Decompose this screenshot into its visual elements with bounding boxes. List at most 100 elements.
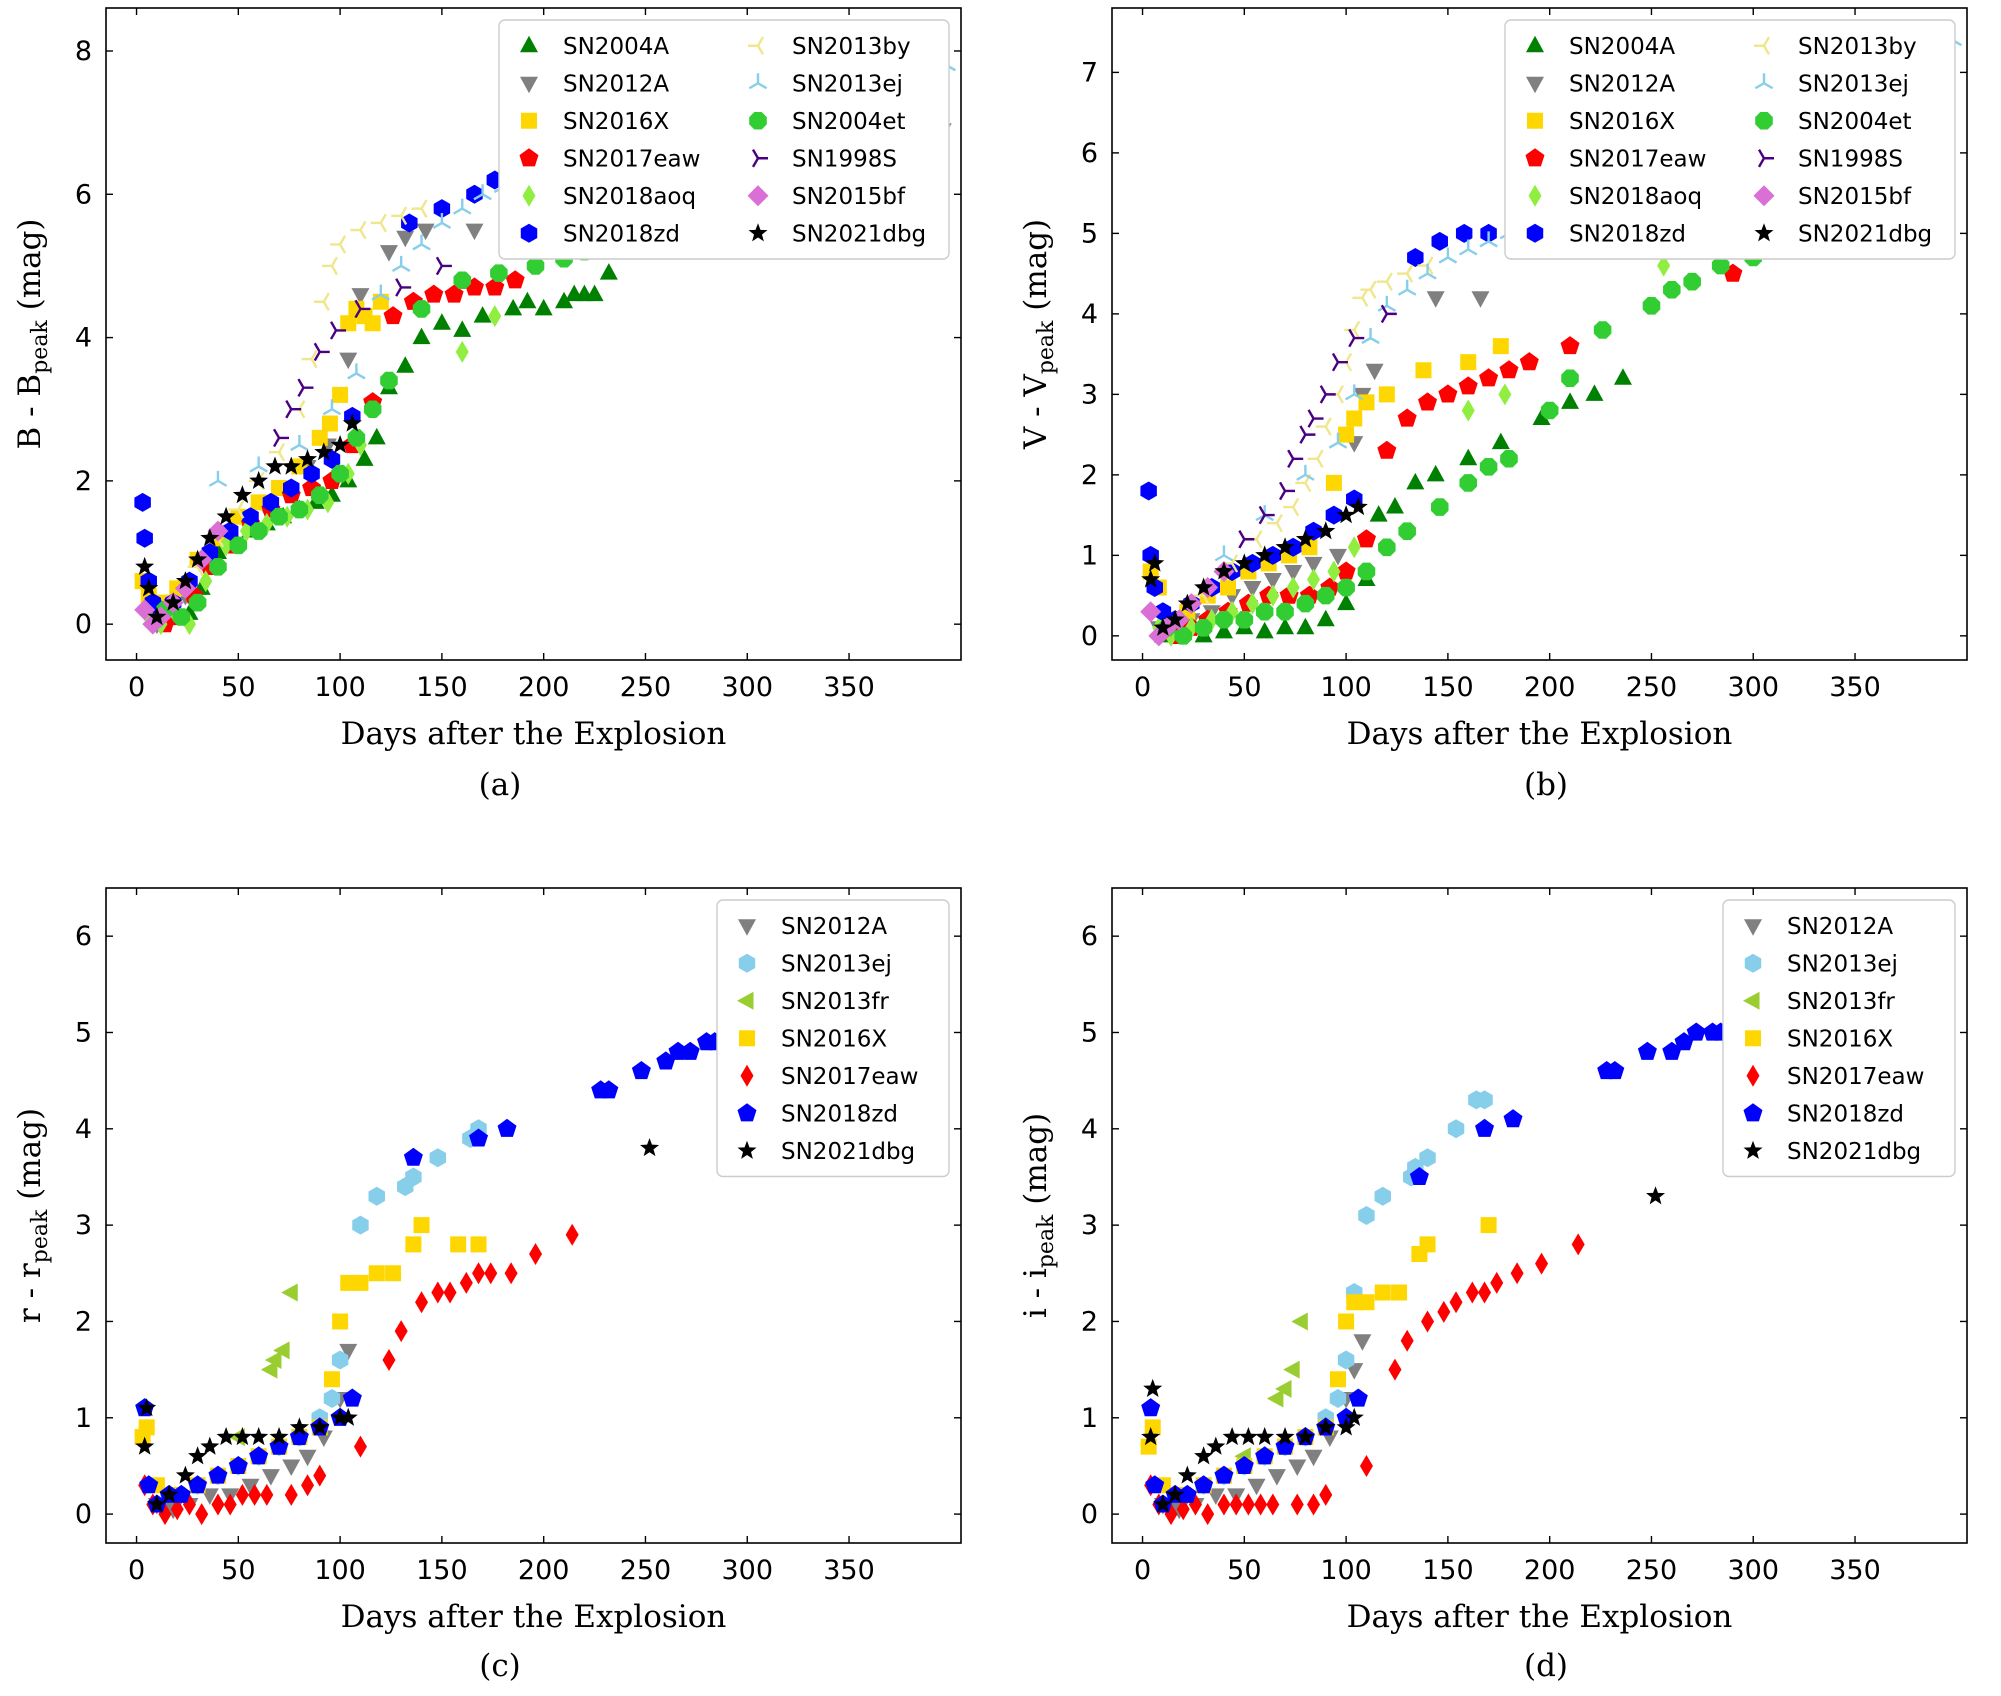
legend-marker: [1526, 223, 1544, 243]
y-tick-label: 1: [75, 1403, 92, 1434]
legend-label: SN2017eaw: [781, 1064, 918, 1090]
data-point: [459, 1271, 473, 1294]
data-point: [1358, 1206, 1375, 1225]
legend-label: SN2004A: [1569, 34, 1675, 60]
y-tick-label: 4: [1081, 1114, 1098, 1145]
data-point: [1347, 536, 1361, 559]
data-point: [405, 1167, 422, 1187]
data-point: [1238, 529, 1255, 549]
data-point: [453, 320, 472, 337]
y-tick-label: 0: [75, 1499, 92, 1530]
data-point: [284, 1483, 298, 1506]
data-point: [1319, 1483, 1333, 1506]
data-point: [281, 1283, 298, 1302]
legend-label: SN2013ej: [1798, 71, 1909, 97]
data-point: [1459, 448, 1478, 466]
data-point: [1500, 449, 1518, 468]
x-tick-label: 350: [1829, 672, 1881, 703]
data-point: [1348, 328, 1365, 348]
data-point: [412, 234, 431, 251]
legend-marker: [1754, 223, 1774, 242]
data-point: [1266, 513, 1283, 533]
data-point: [1143, 1378, 1163, 1397]
data-point: [1217, 1493, 1231, 1516]
data-point: [1165, 609, 1185, 628]
legend-label: SN2016X: [781, 1026, 887, 1052]
data-point: [1409, 1166, 1429, 1186]
legend-label: SN2013by: [1798, 34, 1917, 60]
legend-marker: [1743, 1140, 1763, 1159]
data-point: [1380, 304, 1397, 324]
data-point: [1459, 474, 1478, 492]
data-point: [1316, 609, 1335, 627]
y-axis-title-main: V - V: [1018, 374, 1054, 451]
data-point: [1391, 1284, 1408, 1301]
data-point: [1348, 1388, 1368, 1407]
legend-marker: [1526, 76, 1544, 94]
data-point: [332, 386, 349, 403]
data-point: [1243, 581, 1262, 598]
data-point: [290, 435, 309, 452]
data-point: [1234, 553, 1254, 572]
data-point: [1683, 272, 1701, 291]
legend-marker: [1754, 36, 1771, 56]
legend-marker: [522, 184, 536, 207]
data-point: [338, 1407, 358, 1426]
panel-caption: (c): [479, 1648, 521, 1684]
x-tick-label: 250: [1626, 672, 1678, 703]
data-point: [1346, 410, 1363, 427]
data-point: [200, 1436, 220, 1455]
legend-marker: [738, 919, 756, 936]
data-point: [269, 442, 286, 462]
data-point: [413, 1217, 430, 1234]
legend-label: SN2021dbg: [1787, 1139, 1921, 1165]
data-point: [248, 1483, 262, 1506]
legend: SN2004A SN2012A SN2016X SN2017eaw SN2018aoq S…: [1504, 19, 1956, 260]
data-point: [1657, 254, 1671, 277]
data-point: [412, 300, 431, 318]
x-tick-label: 350: [1829, 1555, 1881, 1586]
data-point: [1336, 1417, 1356, 1436]
data-point: [455, 340, 469, 363]
data-point: [331, 464, 349, 483]
legend-label: SN2018aoq: [563, 184, 696, 210]
data-point: [211, 1493, 225, 1516]
data-point: [1338, 426, 1355, 443]
data-point: [303, 464, 320, 484]
legend-marker: [520, 223, 538, 243]
data-point: [1479, 368, 1499, 387]
data-point: [1519, 352, 1539, 371]
legend-label: SN2004et: [1798, 109, 1912, 135]
data-point: [1585, 384, 1604, 401]
y-tick-label: 3: [75, 1210, 92, 1241]
data-point: [379, 245, 398, 262]
x-tick-label: 300: [1727, 1555, 1779, 1586]
data-point: [1283, 497, 1300, 517]
y-tick-label: 7: [1081, 57, 1098, 88]
legend-label: SN2017eaw: [1569, 146, 1706, 172]
data-point: [1194, 619, 1213, 637]
legend-marker: [1527, 112, 1543, 129]
data-point: [1266, 584, 1280, 607]
legend-label: SN2018aoq: [1569, 184, 1702, 210]
legend-label: SN2012A: [1569, 71, 1675, 97]
data-point: [283, 478, 300, 498]
data-point: [1194, 577, 1214, 596]
data-point: [260, 1360, 278, 1379]
x-tick-label: 200: [1524, 672, 1576, 703]
y-tick-label: 2: [75, 1306, 92, 1337]
data-point: [1337, 1350, 1355, 1370]
data-point: [391, 206, 408, 226]
x-tick-label: 50: [221, 672, 255, 703]
data-point: [1153, 617, 1173, 636]
data-point: [412, 327, 431, 345]
data-point: [1499, 360, 1519, 379]
data-point: [1177, 1465, 1197, 1484]
data-point: [1153, 1494, 1173, 1513]
y-axis-title-sub: peak: [28, 1209, 53, 1263]
data-point: [372, 293, 389, 310]
data-point: [1377, 295, 1397, 312]
y-axis-title-main: B - B: [12, 374, 48, 450]
legend-label: SN2015bf: [1798, 184, 1912, 210]
